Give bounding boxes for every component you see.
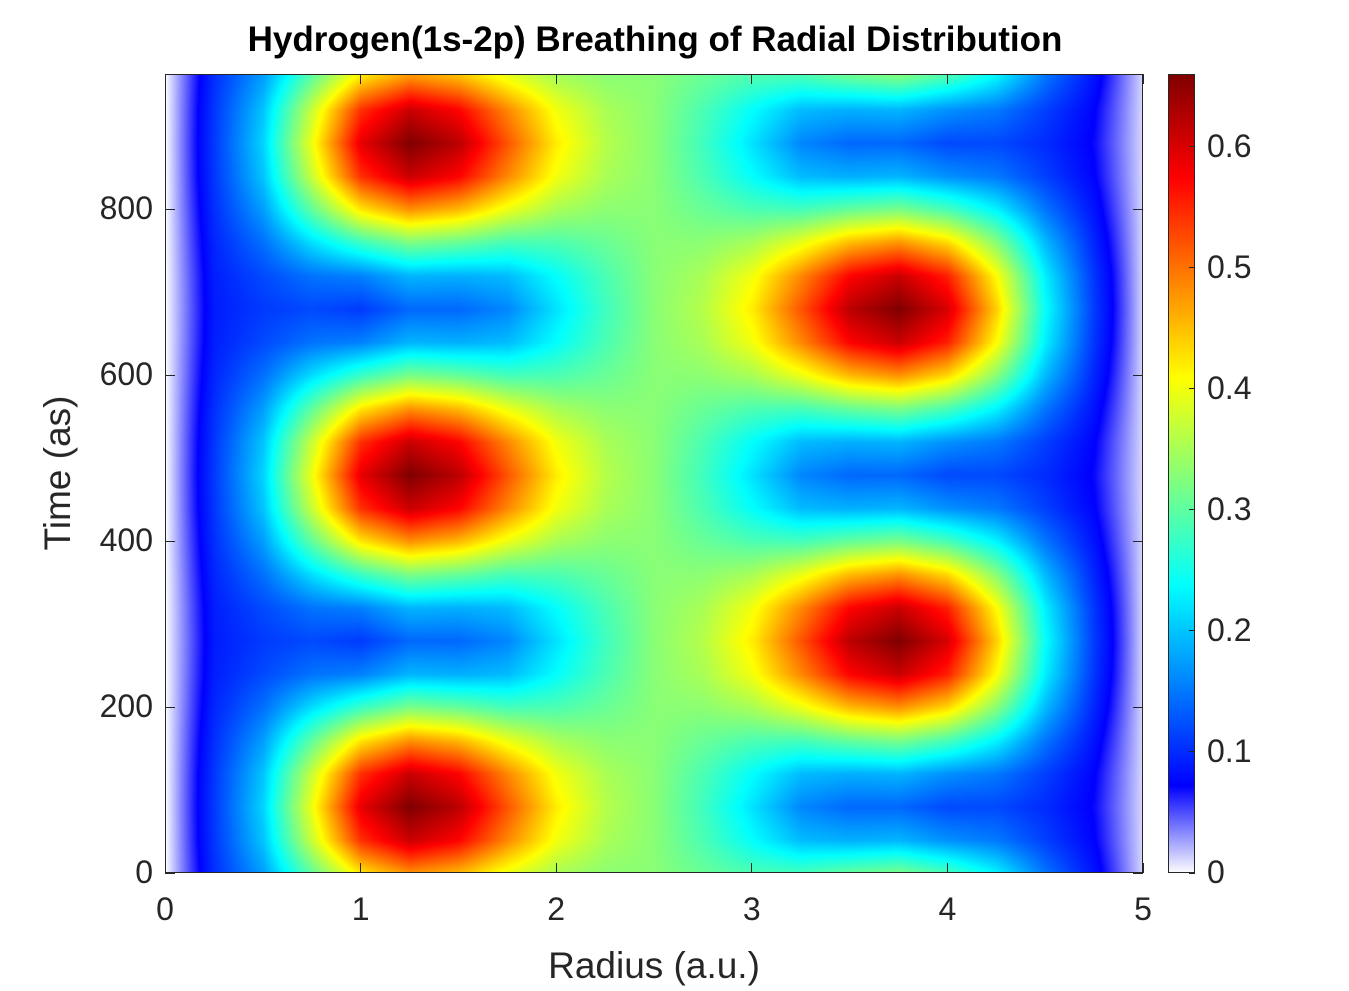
y-tick-mark: [165, 540, 175, 542]
y-tick-mark: [165, 872, 175, 874]
heatmap-image: [165, 74, 1143, 873]
x-tick-mark: [1142, 863, 1144, 873]
y-tick-label: 600: [99, 356, 153, 393]
x-axis-label: Radius (a.u.): [548, 945, 760, 986]
colorbar-tick-label: 0.6: [1207, 127, 1252, 164]
x-tick-mark-top: [946, 74, 948, 84]
colorbar-tick-mark: [1189, 388, 1195, 390]
x-tick-mark: [946, 863, 948, 873]
axes-box: [165, 74, 1143, 873]
y-tick-mark-right: [1133, 540, 1143, 542]
x-tick-label: 0: [156, 891, 174, 927]
y-tick-label: 0: [135, 854, 153, 890]
x-tick-mark-top: [360, 74, 362, 84]
x-tick-label: 3: [742, 891, 761, 927]
x-tick-mark: [360, 863, 362, 873]
y-tick-label: 400: [99, 522, 153, 559]
colorbar-tick-label: 0.2: [1207, 611, 1252, 648]
x-tick-mark: [555, 863, 557, 873]
x-tick-label: 4: [938, 891, 957, 927]
colorbar-tick-mark: [1189, 630, 1195, 632]
y-tick-mark-right: [1133, 374, 1143, 376]
y-tick-mark: [165, 208, 175, 210]
y-tick-label: 200: [99, 688, 153, 725]
x-tick-mark-top: [1142, 74, 1144, 84]
colorbar-tick-mark: [1189, 146, 1195, 148]
y-tick-mark: [165, 706, 175, 708]
y-tick-mark-right: [1133, 208, 1143, 210]
x-tick-label: 1: [351, 891, 370, 927]
colorbar-tick-mark: [1189, 509, 1195, 511]
chart-title: Hydrogen(1s-2p) Breathing of Radial Dist…: [247, 20, 1063, 59]
colorbar-box: [1168, 74, 1195, 873]
colorbar-tick-label: 0.1: [1207, 732, 1252, 769]
y-axis-label: Time (as): [37, 395, 78, 551]
colorbar-tick-label: 0.3: [1207, 490, 1252, 527]
y-tick-mark: [165, 374, 175, 376]
x-tick-mark-top: [555, 74, 557, 84]
heatmap-plot-area: [165, 74, 1143, 873]
y-tick-mark-right: [1133, 706, 1143, 708]
colorbar-tick-label: 0.4: [1207, 369, 1252, 406]
y-tick-mark-right: [1133, 872, 1143, 874]
colorbar-tick-label: 0.5: [1207, 248, 1252, 285]
y-tick-label: 800: [99, 190, 153, 227]
colorbar-tick-label: 0: [1207, 854, 1225, 890]
x-tick-mark: [164, 863, 166, 873]
x-tick-mark-top: [751, 74, 753, 84]
x-tick-mark-top: [164, 74, 166, 84]
x-tick-mark: [751, 863, 753, 873]
colorbar-gradient: [1168, 74, 1195, 873]
colorbar-tick-mark: [1189, 751, 1195, 753]
x-tick-label: 5: [1134, 891, 1152, 927]
x-tick-label: 2: [547, 891, 566, 927]
colorbar-tick-mark: [1189, 267, 1195, 269]
colorbar-tick-mark: [1189, 872, 1195, 874]
colorbar: [1168, 74, 1195, 873]
